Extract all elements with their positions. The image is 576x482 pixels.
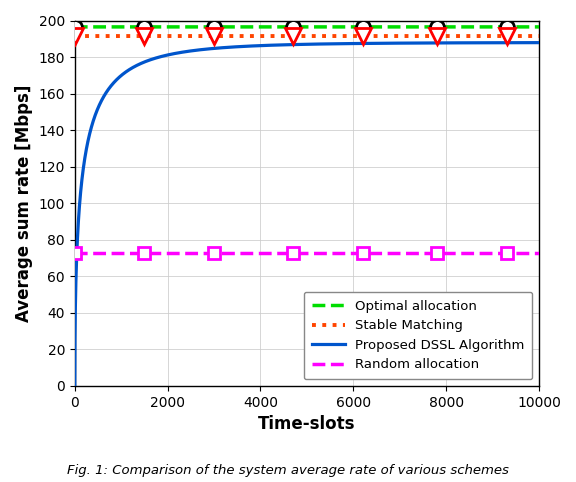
X-axis label: Time-slots: Time-slots xyxy=(258,415,355,433)
Y-axis label: Average sum rate [Mbps]: Average sum rate [Mbps] xyxy=(15,84,33,322)
Text: Fig. 1: Comparison of the system average rate of various schemes: Fig. 1: Comparison of the system average… xyxy=(67,464,509,477)
Legend: Optimal allocation, Stable Matching, Proposed DSSL Algorithm, Random allocation: Optimal allocation, Stable Matching, Pro… xyxy=(304,292,532,379)
